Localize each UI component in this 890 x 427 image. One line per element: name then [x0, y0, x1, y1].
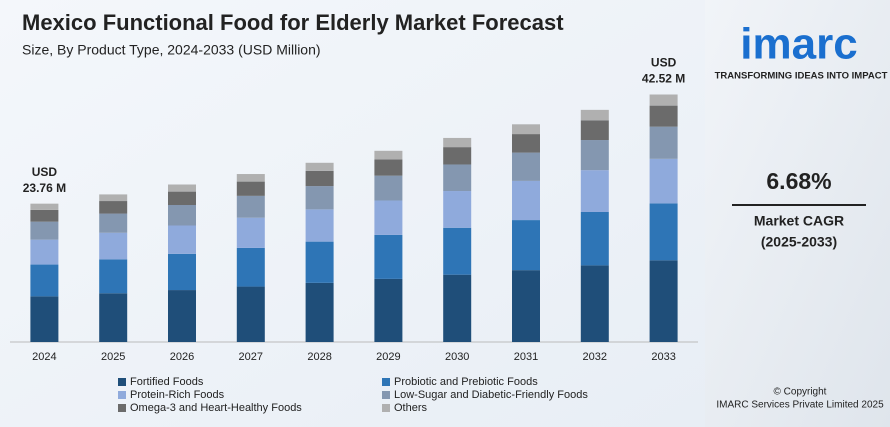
legend-swatch — [118, 391, 126, 399]
total-label: USD — [651, 56, 677, 70]
bar-segment — [168, 225, 196, 254]
bar-segment — [374, 200, 403, 235]
cagr-value: 6.68% — [766, 168, 831, 194]
legend-label: Low-Sugar and Diabetic-Friendly Foods — [394, 389, 588, 401]
bar-segment — [649, 158, 678, 204]
x-tick-label: 2033 — [651, 351, 675, 363]
bar-segment — [374, 278, 403, 342]
x-tick-label: 2026 — [170, 351, 194, 363]
bar-segment — [649, 126, 678, 159]
bar-segment — [443, 164, 472, 192]
x-tick-label: 2030 — [445, 351, 469, 363]
cagr-label: Market CAGR — [754, 213, 844, 229]
bar-segment — [30, 209, 59, 222]
legend-swatch — [118, 378, 126, 386]
bar-segment — [580, 109, 609, 121]
legend-label: Protein-Rich Foods — [130, 389, 225, 401]
bar-segment — [305, 186, 334, 210]
bar-segment — [99, 194, 128, 202]
bar-segment — [305, 282, 334, 342]
bar-segment — [443, 274, 472, 342]
company: IMARC Services Private Limited 2025 — [716, 400, 884, 411]
legend-swatch — [382, 378, 390, 386]
x-tick-label: 2025 — [101, 351, 125, 363]
bar-segment — [512, 152, 540, 181]
bar-segment — [99, 232, 128, 260]
cagr-period: (2025-2033) — [761, 234, 837, 250]
bar-segment — [374, 175, 403, 201]
bar-segment — [580, 170, 609, 212]
total-label: 23.76 M — [23, 181, 66, 195]
bar-segment — [374, 159, 403, 176]
bar-segment — [168, 290, 196, 342]
bar-segment — [236, 181, 265, 196]
bar-segment — [580, 265, 609, 342]
bar-segment — [99, 201, 128, 214]
legend-label: Fortified Foods — [130, 376, 204, 388]
chart-subtitle: Size, By Product Type, 2024-2033 (USD Mi… — [22, 42, 321, 58]
logo: imarc — [740, 20, 857, 69]
bar-segment — [305, 209, 334, 242]
bar-segment — [305, 170, 334, 187]
bar-segment — [580, 211, 609, 266]
bar-segment — [168, 184, 196, 192]
bar-segment — [649, 94, 678, 106]
bar-segment — [305, 241, 334, 283]
x-tick-label: 2027 — [239, 351, 263, 363]
total-label: USD — [32, 165, 58, 179]
bar-segment — [512, 220, 540, 271]
legend-label: Others — [394, 402, 428, 414]
x-tick-label: 2032 — [583, 351, 607, 363]
x-tick-label: 2028 — [307, 351, 331, 363]
bar-segment — [374, 150, 403, 160]
bar-segment — [305, 162, 334, 171]
legend-label: Probiotic and Prebiotic Foods — [394, 376, 538, 388]
bar-segment — [580, 140, 609, 171]
bar-segment — [512, 134, 540, 153]
legend-swatch — [118, 404, 126, 412]
bar-segment — [443, 147, 472, 165]
x-tick-label: 2029 — [376, 351, 400, 363]
bar-segment — [99, 213, 128, 233]
bar-segment — [443, 227, 472, 275]
bar-segment — [512, 124, 540, 135]
bar-segment — [649, 203, 678, 261]
bar-segment — [236, 195, 265, 218]
bar-segment — [512, 270, 540, 342]
legend-swatch — [382, 391, 390, 399]
bar-segment — [374, 234, 403, 279]
x-tick-label: 2024 — [32, 351, 56, 363]
bar-segment — [30, 296, 59, 342]
bar-segment — [30, 221, 59, 240]
bar-segment — [30, 203, 59, 210]
bar-segment — [99, 259, 128, 294]
chart-title: Mexico Functional Food for Elderly Marke… — [22, 10, 564, 35]
legend-label: Omega-3 and Heart-Healthy Foods — [130, 402, 302, 414]
bar-segment — [236, 217, 265, 248]
x-tick-label: 2031 — [514, 351, 538, 363]
side-panel — [705, 0, 890, 427]
bar-segment — [236, 247, 265, 287]
bar-segment — [512, 180, 540, 221]
bar-segment — [649, 105, 678, 127]
bar-segment — [168, 205, 196, 226]
legend-swatch — [382, 404, 390, 412]
tagline: TRANSFORMING IDEAS INTO IMPACT — [715, 71, 888, 82]
bar-segment — [236, 174, 265, 182]
copyright: © Copyright — [774, 387, 827, 398]
bar-segment — [443, 137, 472, 148]
bar-segment — [99, 293, 128, 342]
bar-segment — [649, 260, 678, 342]
bar-segment — [580, 120, 609, 141]
bar-segment — [168, 253, 196, 291]
bar-segment — [236, 286, 265, 342]
bar-segment — [30, 264, 59, 297]
bar-segment — [30, 239, 59, 265]
bar-segment — [168, 191, 196, 206]
bar-segment — [443, 191, 472, 228]
total-label: 42.52 M — [642, 72, 685, 86]
